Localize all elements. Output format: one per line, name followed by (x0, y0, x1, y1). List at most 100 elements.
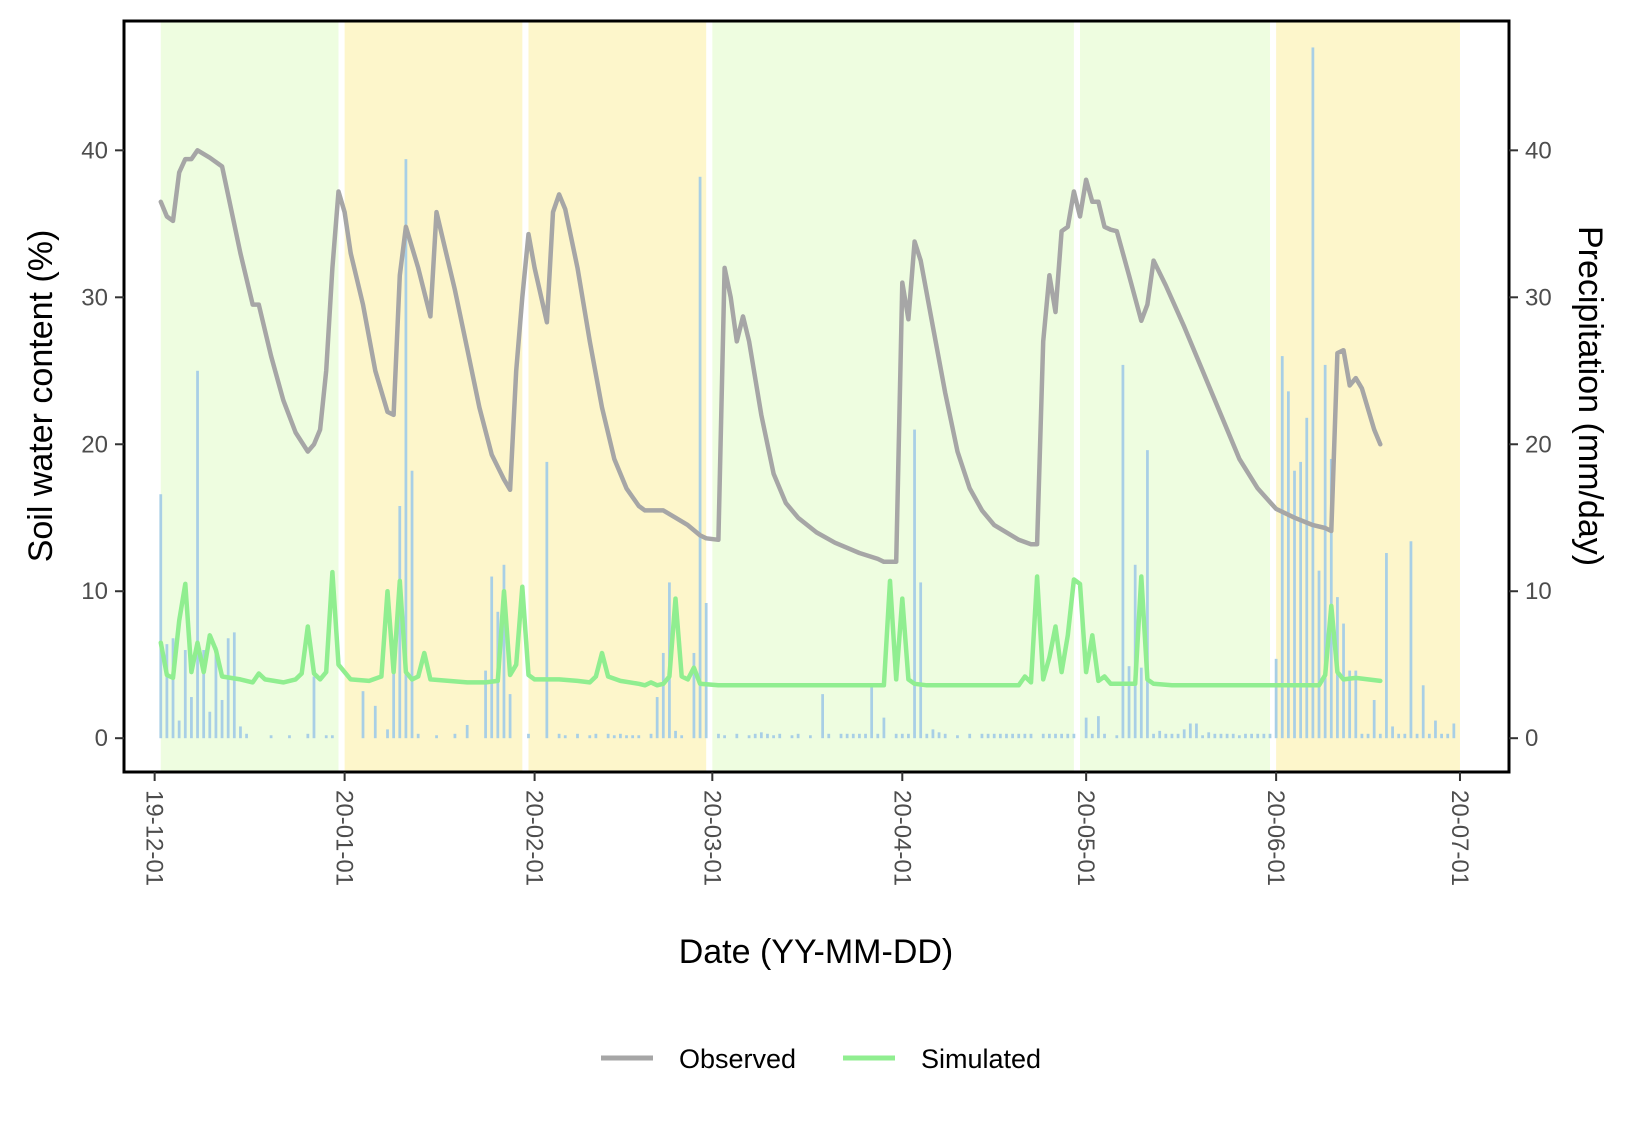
precip-bar (245, 733, 248, 739)
precip-bar (1023, 733, 1027, 739)
precip-bar (1446, 733, 1450, 739)
precip-bar (753, 733, 757, 739)
precip-bar (925, 733, 929, 739)
precip-bar (1005, 733, 1008, 739)
precip-bar (876, 733, 880, 739)
precip-bar (1378, 733, 1382, 739)
x-tick-label: 20-02-01 (521, 790, 548, 886)
y-axis-right: 0 10 20 30 40 (1509, 137, 1552, 752)
precip-bar (992, 733, 996, 739)
y-left-tick-label: 40 (81, 137, 108, 164)
precip-bar (1231, 733, 1235, 739)
precip-bar (1409, 541, 1413, 739)
precip-bar (202, 650, 206, 739)
precip-bar (1366, 733, 1370, 739)
precip-bar (232, 632, 236, 739)
precip-bar (698, 176, 702, 739)
precip-bar (1391, 726, 1394, 739)
legend-label-observed: Observed (679, 1044, 796, 1074)
precip-bar (398, 505, 402, 739)
precip-bar (1323, 364, 1327, 739)
precip-bar (759, 732, 763, 739)
precip-bar (594, 733, 598, 739)
precip-bar (1305, 417, 1309, 739)
precip-bar (956, 735, 959, 739)
precip-bar (766, 733, 769, 739)
precip-bar (312, 676, 316, 739)
legend: Observed Simulated (601, 1044, 1041, 1074)
precip-bar (913, 429, 916, 739)
precip-bar (943, 733, 947, 739)
precip-bar (1256, 733, 1260, 739)
precip-bar (269, 735, 273, 739)
precip-bar (588, 735, 592, 739)
precip-bar (821, 694, 825, 739)
precip-bar (870, 685, 874, 739)
precip-bar (226, 638, 230, 739)
season-band-2 (528, 21, 707, 772)
precip-bar (680, 735, 684, 739)
precip-bar (1054, 733, 1057, 739)
precip-bar (1195, 723, 1198, 739)
precip-bar (1097, 716, 1100, 739)
precip-bar (183, 650, 187, 739)
precip-bar (330, 735, 334, 739)
precip-bar (851, 733, 855, 739)
precip-bar (386, 729, 389, 739)
precip-bar (306, 733, 310, 739)
precip-bar (557, 733, 561, 739)
precip-bar (1329, 458, 1333, 739)
precip-bar (214, 647, 218, 739)
precip-bar (980, 733, 984, 739)
x-axis: 19-12-01 20-01-01 20-02-01 20-03-01 20-04-01… (141, 772, 1473, 886)
y-axis-left: 0 10 20 30 40 (81, 137, 124, 752)
precip-bar (808, 735, 812, 739)
precip-bar (165, 644, 169, 739)
precip-bar (1372, 699, 1376, 739)
precip-bar (1274, 658, 1278, 739)
precip-bar (637, 735, 641, 739)
season-band-4 (1080, 21, 1270, 772)
precip-bar (1403, 733, 1407, 739)
precip-bar (392, 670, 396, 739)
precip-bar (416, 733, 420, 739)
precip-bar (1139, 667, 1143, 739)
precip-bar (1225, 733, 1229, 739)
precip-bar (864, 733, 867, 739)
precip-bar (1360, 733, 1364, 739)
precip-bar (177, 720, 181, 739)
precip-bar (527, 733, 530, 739)
precip-bar (502, 564, 506, 739)
precip-bar (625, 735, 628, 739)
precip-bar (1434, 720, 1437, 739)
precip-bar (1029, 733, 1033, 739)
precip-bar (435, 735, 438, 739)
y-left-tick-label: 30 (81, 284, 108, 311)
precip-bar (1268, 733, 1272, 739)
precip-bar (907, 733, 910, 739)
precip-bar (1237, 735, 1241, 739)
precip-bar (465, 724, 469, 739)
x-tick-label: 19-12-01 (141, 790, 168, 886)
series-line-observed (158, 148, 1383, 565)
y-right-tick-label: 10 (1525, 578, 1552, 605)
plot-panel-border (122, 19, 1511, 774)
legend-label-simulated: Simulated (921, 1044, 1041, 1074)
precip-bar (900, 733, 904, 739)
precip-bar (1440, 733, 1443, 739)
x-tick-label: 20-05-01 (1072, 790, 1099, 886)
precip-bar (1293, 470, 1296, 739)
precip-bar (1127, 666, 1131, 739)
precip-bar (1182, 729, 1186, 739)
precip-bar (968, 733, 972, 739)
precip-bar (845, 733, 849, 739)
precip-bar (619, 733, 622, 739)
y-left-tick-label: 20 (81, 431, 108, 458)
precip-bar (373, 705, 377, 739)
precip-bar (1170, 733, 1174, 739)
precip-bar (1060, 733, 1064, 739)
precip-bar (1041, 733, 1045, 739)
precip-bar (545, 461, 549, 739)
precip-bar (404, 159, 408, 739)
precip-bar (1287, 391, 1290, 739)
